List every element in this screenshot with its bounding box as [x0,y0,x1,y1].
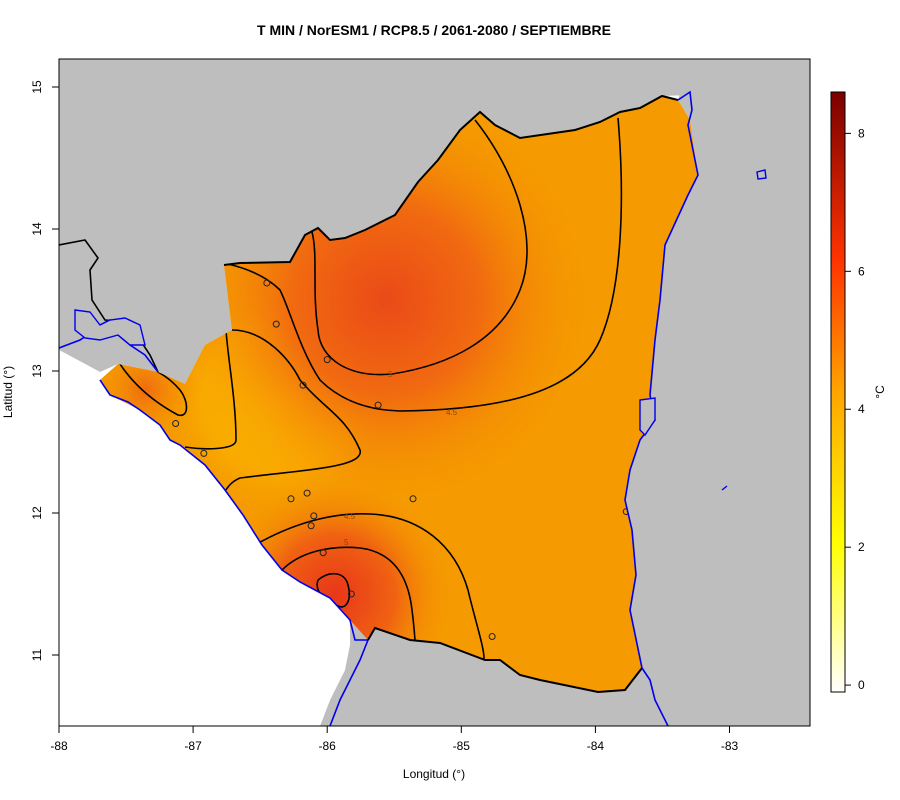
station-marker [323,356,331,364]
y-tick-label: 11 [30,648,44,661]
colorbar-scale [830,91,846,693]
x-axis: -88 -87 -86 -85 -84 -83 [50,726,738,753]
station-marker [200,449,208,457]
eastern-shaded-region [625,59,810,726]
x-axis-label: Longitud (°) [403,767,465,781]
y-tick-label: 14 [30,222,44,236]
y-tick-label: 15 [30,80,44,94]
contour-label-45-south: 4.5 [344,512,356,521]
pacific-sea [59,350,350,726]
contour-label-45-north: 4.5 [446,408,458,417]
x-tick-label: -83 [721,739,739,753]
national-border [223,94,679,266]
colorbar-tick-label: 8 [858,126,865,140]
contour-label-5-north: 5 [388,370,393,379]
costa-rica-border [367,626,643,694]
x-tick-label: -86 [319,739,337,753]
x-tick-label: -85 [453,739,471,753]
colorbar-tick-label: 0 [858,678,865,692]
island-corn [756,169,767,180]
y-tick-label: 13 [30,364,44,378]
station-marker [488,633,496,641]
honduras-landmass [59,59,690,384]
x-tick-label: -87 [184,739,202,753]
y-axis: 11 12 13 14 15 [30,80,59,661]
chart-title: T MIN / NorESM1 / RCP8.5 / 2061-2080 / S… [257,22,611,38]
station-marker [303,489,311,497]
contour-lines [119,117,623,661]
station-marker [409,495,417,503]
contour-label-5-south: 5 [344,538,349,547]
station-marker [263,279,271,287]
costa-rica-pacific-coast [329,639,369,726]
station-marker [347,590,355,598]
station-marker [319,549,327,557]
station-marker [299,381,307,389]
island-small [721,485,728,491]
x-tick-label: -84 [587,739,605,753]
station-marker [272,320,280,328]
station-marker [307,522,315,530]
x-tick-label: -88 [50,739,68,753]
station-marker [374,401,382,409]
caribbean-lagoon [639,397,656,437]
costa-rica-landmass [320,620,668,726]
station-marker [172,420,180,428]
plot-frame [58,58,811,727]
gulf-fonseca-coast [74,309,146,346]
colorbar-tick-label: 6 [858,264,865,278]
colorbar: 0 2 4 6 8 °C [830,91,887,693]
station-marker [287,495,295,503]
y-axis-label: Latitud (°) [1,366,15,418]
map-layer: 5 4.5 4.5 5 [59,59,810,726]
colorbar-ticks: 0 2 4 6 8 [845,126,865,692]
colorbar-label: °C [873,385,887,399]
colorbar-tick-label: 2 [858,540,865,554]
y-tick-label: 12 [30,506,44,520]
station-marker [310,512,318,520]
colorbar-tick-label: 4 [858,402,865,416]
honduras-border-west [59,239,159,373]
